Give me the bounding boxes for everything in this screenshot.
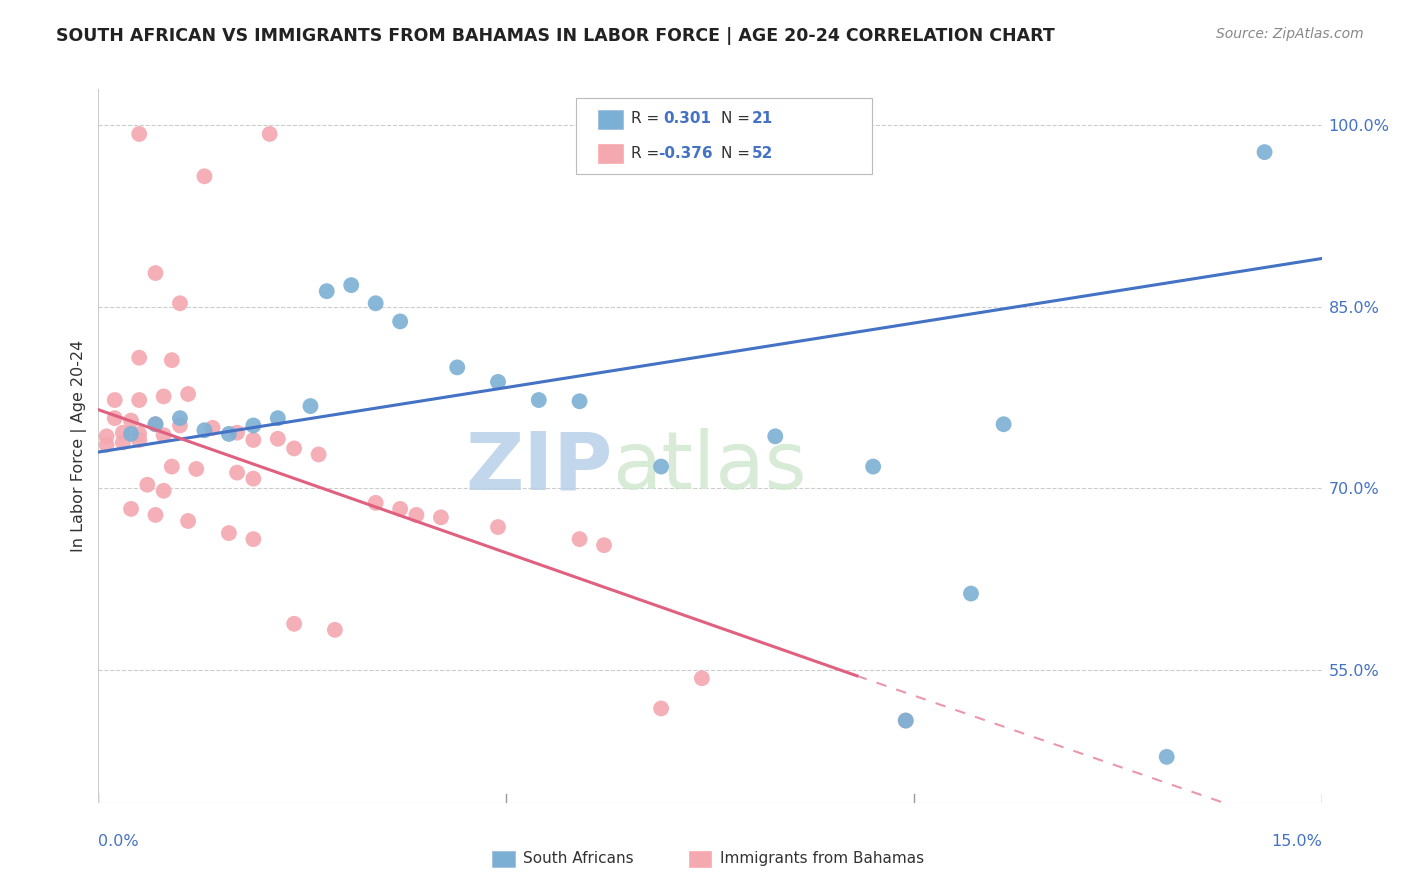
Point [128, 392, 150, 407]
Text: 52: 52 [752, 146, 773, 161]
Point [430, 510, 453, 524]
Text: -0.376: -0.376 [658, 146, 713, 161]
Point [960, 586, 983, 600]
Point [152, 428, 174, 442]
Point [120, 502, 142, 516]
Point [169, 296, 191, 310]
Point [177, 514, 200, 528]
Point [193, 423, 215, 437]
Text: Immigrants from Bahamas: Immigrants from Bahamas [720, 852, 924, 866]
Text: R =: R = [631, 112, 665, 126]
Point [993, 417, 1015, 432]
Text: N =: N = [721, 146, 755, 161]
Y-axis label: In Labor Force | Age 20-24: In Labor Force | Age 20-24 [72, 340, 87, 552]
Point [152, 389, 174, 403]
Point [862, 459, 884, 474]
Point [894, 714, 917, 728]
Point [405, 508, 427, 522]
Point [128, 426, 150, 441]
Point [96, 438, 118, 452]
Point [186, 462, 208, 476]
Text: R =: R = [631, 146, 665, 161]
Point [242, 532, 264, 546]
Point [446, 360, 468, 375]
Point [111, 435, 134, 450]
Point [193, 169, 215, 184]
Point [527, 392, 550, 407]
Point [104, 392, 127, 407]
Point [169, 418, 191, 433]
Point [283, 442, 305, 456]
Point [226, 425, 249, 440]
Point [242, 472, 264, 486]
Point [486, 520, 509, 534]
Point [242, 418, 264, 433]
Point [267, 411, 290, 425]
Point [259, 127, 281, 141]
Point [315, 284, 337, 298]
Point [177, 387, 200, 401]
Point [763, 429, 786, 443]
Point [145, 266, 167, 280]
Point [136, 477, 159, 491]
Point [128, 433, 150, 447]
Point [160, 459, 183, 474]
Point [218, 526, 240, 541]
Point [145, 508, 167, 522]
Point [218, 426, 240, 441]
Point [104, 411, 127, 425]
Point [299, 399, 322, 413]
Point [364, 496, 387, 510]
Point [267, 432, 290, 446]
Text: ZIP: ZIP [465, 428, 612, 507]
Text: Source: ZipAtlas.com: Source: ZipAtlas.com [1216, 27, 1364, 41]
Point [568, 394, 591, 409]
Text: 0.301: 0.301 [664, 112, 711, 126]
Text: atlas: atlas [612, 428, 807, 507]
Text: South Africans: South Africans [523, 852, 634, 866]
Point [242, 433, 264, 447]
Point [111, 425, 134, 440]
Point [96, 429, 118, 443]
Text: N =: N = [721, 112, 755, 126]
Point [389, 314, 412, 328]
Point [323, 623, 346, 637]
Point [283, 616, 305, 631]
Point [568, 532, 591, 546]
Point [128, 127, 150, 141]
Text: 0.0%: 0.0% [98, 834, 139, 849]
Point [593, 538, 616, 552]
Point [120, 414, 142, 428]
Point [340, 278, 363, 293]
Point [486, 375, 509, 389]
Point [364, 296, 387, 310]
Point [894, 714, 917, 728]
Point [389, 502, 412, 516]
Point [650, 701, 672, 715]
Point [128, 351, 150, 365]
Point [145, 417, 167, 432]
Point [308, 447, 330, 461]
Point [152, 483, 174, 498]
Text: SOUTH AFRICAN VS IMMIGRANTS FROM BAHAMAS IN LABOR FORCE | AGE 20-24 CORRELATION : SOUTH AFRICAN VS IMMIGRANTS FROM BAHAMAS… [56, 27, 1054, 45]
Point [226, 466, 249, 480]
Point [120, 426, 142, 441]
Point [1253, 145, 1275, 160]
Text: 21: 21 [752, 112, 773, 126]
Point [690, 671, 713, 685]
Text: 15.0%: 15.0% [1271, 834, 1322, 849]
Point [169, 411, 191, 425]
Point [201, 421, 224, 435]
Point [650, 459, 672, 474]
Point [1156, 749, 1178, 764]
Point [145, 417, 167, 432]
Point [160, 353, 183, 368]
